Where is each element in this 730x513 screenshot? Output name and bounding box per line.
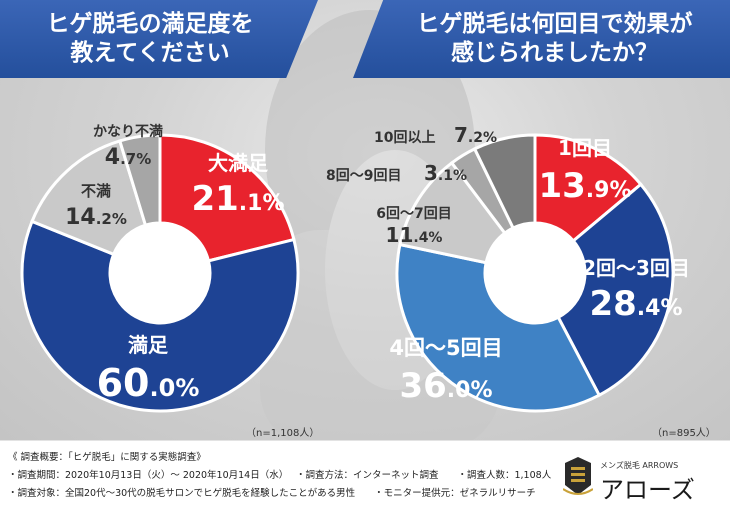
left-chart-label-value-0: 21.1% bbox=[191, 179, 284, 219]
survey-summary-title: 《 調査概要：「ヒゲ脱毛」に関する実態調査》 bbox=[8, 452, 206, 463]
right-chart-label-name-2: 4回〜5回目 bbox=[389, 336, 502, 360]
left-question-banner: ヒゲ脱毛の満足度を 教えてください bbox=[0, 0, 318, 78]
left-chart-label-value-2: 14.2% bbox=[65, 205, 127, 230]
left-chart-label-name-0: 大満足 bbox=[208, 151, 269, 175]
right-chart-hole bbox=[486, 224, 584, 322]
right-chart-label-name-3: 6回〜7回目 bbox=[376, 206, 451, 222]
right-chart-label-value-5: 7.2% bbox=[454, 123, 497, 147]
left-chart-label-1: 満足 60.0% bbox=[97, 333, 200, 405]
left-chart-label-name-1: 満足 bbox=[128, 333, 169, 357]
left-chart-slice-1 bbox=[20, 219, 300, 413]
logo-title: アローズ bbox=[600, 476, 695, 504]
left-chart-label-name-3: かなり不満 bbox=[93, 123, 163, 140]
survey-footer: 《 調査概要：「ヒゲ脱毛」に関する実態調査》 ・調査期間：2020年10月13日… bbox=[0, 440, 730, 513]
right-chart-label-value-0: 13.9% bbox=[538, 166, 631, 206]
left-chart-label-name-2: 不満 bbox=[81, 182, 111, 200]
logo-subtitle: メンズ脱毛 ARROWS bbox=[600, 461, 679, 470]
right-chart-label-value-1: 28.4% bbox=[589, 284, 682, 324]
right-chart-label-0: 1回目 13.9% bbox=[538, 136, 631, 206]
right-chart-slice-2 bbox=[395, 242, 602, 413]
right-chart-label-name-4: 8回〜9回目 bbox=[326, 168, 401, 184]
right-sample-size: （n=895人） bbox=[652, 428, 716, 439]
effect-timing-donut-chart: 1回目 13.9% 2回〜3回目 28.4% 4回〜5回目 36.0% 6回〜7回目11.4… bbox=[326, 123, 690, 413]
right-question-banner: ヒゲ脱毛は何回目で効果が 感じられましたか？ bbox=[353, 0, 730, 78]
left-chart-label-value-1: 60.0% bbox=[97, 361, 200, 405]
right-chart-label-name-1: 2回〜3回目 bbox=[582, 256, 690, 280]
left-sample-size: （n=1,108人） bbox=[246, 428, 320, 439]
arrows-logo-icon bbox=[563, 457, 593, 495]
right-chart-label-2: 4回〜5回目 36.0% bbox=[389, 336, 502, 406]
satisfaction-donut-chart: 大満足 21.1% 満足 60.0% 不満 14.2% かなり不満 4.7% bbox=[20, 123, 300, 413]
right-chart-label-value-3: 11.4% bbox=[386, 223, 443, 247]
right-chart-label-1: 2回〜3回目 28.4% bbox=[582, 256, 690, 324]
left-chart-slice-3 bbox=[117, 133, 162, 228]
left-chart-label-0: 大満足 21.1% bbox=[191, 151, 284, 219]
right-chart-label-name-5: 10回以上 bbox=[374, 130, 435, 146]
survey-target-line: ・調査対象：全国20代〜30代の脱毛サロンでヒゲ脱毛を経験したことがある男性 ・… bbox=[8, 488, 536, 499]
left-chart-slice-0 bbox=[158, 133, 296, 263]
right-chart-slice-0 bbox=[533, 133, 643, 243]
survey-period-line: ・調査期間：2020年10月13日（火）〜 2020年10月14日（水） ・調査… bbox=[8, 470, 552, 481]
right-chart-slice-5 bbox=[472, 133, 537, 231]
left-chart-label-value-3: 4.7% bbox=[105, 145, 151, 170]
right-chart-label-name-0: 1回目 bbox=[558, 136, 612, 160]
right-chart-label-value-2: 36.0% bbox=[399, 366, 492, 406]
right-chart-slice-1 bbox=[556, 182, 675, 398]
right-chart-label-value-4: 3.1% bbox=[424, 161, 467, 185]
left-chart-hole bbox=[111, 224, 209, 322]
left-chart-label-2: 不満 14.2% bbox=[65, 182, 127, 230]
left-chart-slice-2 bbox=[30, 139, 148, 257]
right-chart-label-4: 8回〜9回目 3.1% bbox=[326, 161, 467, 185]
right-chart-label-5: 10回以上 7.2% bbox=[374, 123, 497, 147]
left-chart-label-3: かなり不満 4.7% bbox=[93, 123, 163, 170]
